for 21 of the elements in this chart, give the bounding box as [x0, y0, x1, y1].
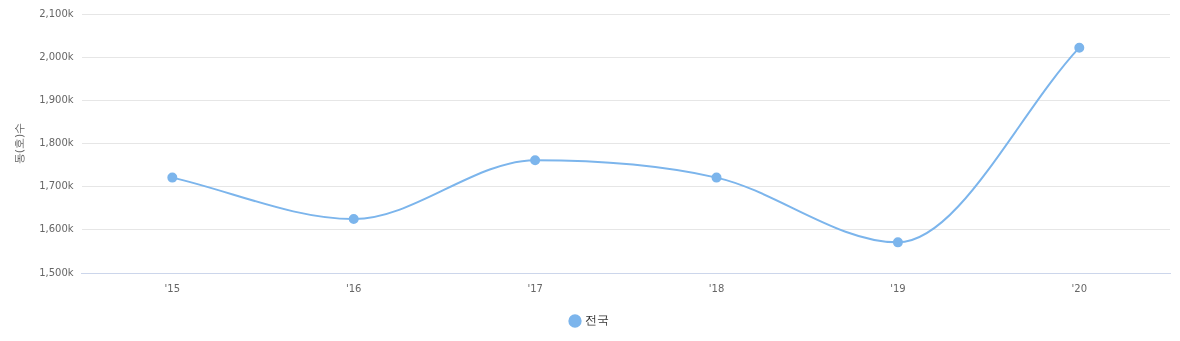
legend-label: 전국 — [585, 313, 609, 328]
x-tick-label: '20 — [1071, 282, 1088, 294]
x-tick-label: '19 — [890, 282, 906, 294]
y-tick-label: 1,500k — [39, 266, 74, 278]
point — [711, 172, 722, 183]
point — [348, 214, 359, 225]
point — [892, 237, 903, 248]
point — [167, 172, 178, 183]
y-tick-label: 2,000k — [39, 50, 74, 62]
x-tick-label: '15 — [164, 282, 181, 294]
y-tick-label: 1,800k — [39, 137, 74, 149]
x-tick-label: '16 — [345, 282, 362, 294]
x-tick-label: '17 — [527, 282, 543, 294]
y-tick-label: 1,600k — [39, 223, 74, 235]
y-tick-label: 1,700k — [39, 180, 74, 192]
y-tick-label: 1,900k — [39, 93, 74, 105]
y-axis-title: 동(호)수 — [13, 122, 27, 165]
y-tick-label: 2,100k — [39, 7, 74, 19]
x-tick-label: '18 — [708, 282, 725, 294]
point — [1074, 42, 1085, 53]
point — [530, 155, 541, 166]
